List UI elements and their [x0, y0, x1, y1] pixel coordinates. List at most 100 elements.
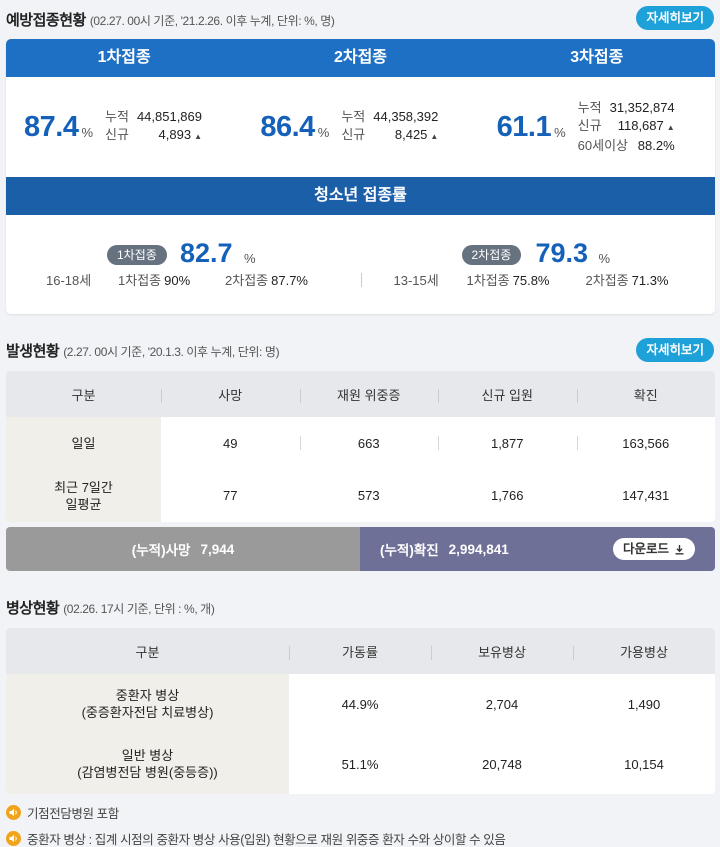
dose2-card: 86.4 % 누적 44,358,392 신규 8,425 ▲ [242, 77, 478, 177]
dose1-stats: 누적 44,851,869 신규 4,893 ▲ [105, 108, 202, 146]
teen2-rate-unit: % [598, 251, 611, 266]
teen-divider [361, 273, 362, 287]
teen2-stat1-label: 1차접종 [466, 273, 510, 288]
daily-critical: 663 [299, 417, 439, 469]
general-utilization: 51.1% [341, 756, 379, 772]
cumulative-confirmed: (누적)확진 2,994,841 다운로드 [360, 527, 715, 571]
note-1: 기점전담병원 포함 [6, 803, 119, 822]
teen1-stat1-value: 90% [164, 273, 191, 288]
row-label-line1: 일반 병상 [121, 748, 174, 763]
outbreak-section-header: 발생현황 (2.27. 00시 기준, '20.1.3. 이후 누계, 단위: … [6, 340, 280, 361]
increase-triangle-icon: ▲ [194, 132, 203, 141]
cumulative-deaths-label: (누적)사망 [131, 543, 191, 558]
dose2-stats: 누적 44,358,392 신규 8,425 ▲ [341, 108, 438, 146]
speaker-icon [6, 831, 21, 846]
teen2-stat1-value: 75.8% [512, 273, 550, 288]
col-header-category: 구분 [6, 371, 161, 417]
dose3-new-value: 118,687 [617, 118, 664, 133]
table-row: 일일 49 663 1,877 163,566 [6, 417, 715, 469]
teen1-age: 16-18세 [46, 273, 92, 288]
dose2-cum-value: 44,358,392 [373, 109, 439, 124]
daily-new-admission: 1,877 [438, 417, 577, 469]
download-button[interactable]: 다운로드 [612, 538, 695, 560]
col-header-confirmed: 확진 [576, 371, 715, 417]
dose1-rate: 87.4 [24, 110, 79, 143]
dose3-60plus-value: 88.2% [637, 138, 675, 153]
dose2-rate-unit: % [317, 124, 330, 140]
increase-triangle-icon: ▲ [430, 132, 439, 141]
outbreak-subtitle: (2.27. 00시 기준, '20.1.3. 이후 누계, 단위: 명) [63, 345, 280, 359]
dose3-stats: 누적 31,352,874 신규 118,687 ▲ 60세이상 88.2% [578, 99, 675, 155]
dose1-new-label: 신규 [105, 127, 129, 142]
teen2-badge: 2차접종 [461, 245, 522, 265]
row-label-line2: 일평균 [65, 496, 102, 512]
download-icon [675, 544, 684, 554]
cumulative-confirmed-value: 2,994,841 [448, 541, 509, 557]
beds-subtitle: (02.26. 17시 기준, 단위 : %, 개) [63, 602, 215, 616]
weekly-new-admission: 1,766 [490, 488, 524, 503]
outbreak-header-row: 구분 사망 재원 위중증 신규 입원 확진 [6, 371, 715, 417]
weekly-critical: 573 [357, 488, 380, 503]
outbreak-more-button[interactable]: 자세히보기 [636, 338, 714, 362]
vaccination-title: 예방접종현황 [6, 12, 86, 29]
row-label-daily: 일일 [6, 417, 161, 469]
dose3-card: 61.1 % 누적 31,352,874 신규 118,687 ▲ 60세이상 88.2… [479, 77, 715, 177]
cumulative-deaths-value: 7,944 [200, 541, 235, 557]
dose1-cum-value: 44,851,869 [136, 109, 203, 124]
teen1-rate: 82.7 [180, 238, 233, 268]
teen1-badge: 1차접종 [107, 245, 167, 265]
dose3-new-label: 신규 [577, 118, 602, 133]
dose2-new-value: 8,425 [394, 127, 428, 142]
dose3-cum-value: 31,352,874 [609, 100, 675, 115]
teen-group-13-15: 13-15세 2차접종 79.3 % 1차접종 75.8% 2차접종 71.3% [361, 215, 716, 314]
row-label-general-beds: 일반 병상 (감염병전담 병원(중등증)) [6, 734, 289, 794]
teen2-stat2-label: 2차접종 [585, 273, 629, 288]
teen1-stat1: 1차접종 90% [118, 270, 190, 289]
beds-title: 병상현황 [6, 600, 60, 617]
teen2-rate: 79.3 [535, 238, 589, 268]
row-label-icu-beds: 중환자 병상 (중증환자전담 치료병상) [6, 674, 289, 734]
table-row: 중환자 병상 (중증환자전담 치료병상) 44.9% 2,704 1,490 [6, 674, 715, 734]
dose1-cum-label: 누적 [105, 109, 129, 124]
dose2-rate: 86.4 [260, 110, 315, 143]
weekly-confirmed: 147,431 [622, 488, 670, 503]
dose2-new-label: 신규 [341, 127, 366, 142]
teen1-stat1-label: 1차접종 [118, 273, 162, 288]
dose2-header: 2차접종 [333, 49, 388, 66]
row-label-line1: 최근 7일간 [54, 479, 113, 495]
teen2-stat2-value: 71.3% [631, 273, 669, 288]
weekly-deaths: 77 [223, 488, 238, 503]
dose2-cum-label: 누적 [341, 109, 366, 124]
col-header-critical: 재원 위중증 [299, 371, 438, 417]
row-label-line2: (중증환자전담 치료병상) [81, 705, 214, 720]
vaccination-more-button[interactable]: 자세히보기 [636, 6, 714, 30]
vaccination-section-header: 예방접종현황 (02.27. 00시 기준, '21.2.26. 이후 누계, … [6, 9, 335, 30]
col-header-utilization: 가동률 [289, 628, 431, 674]
icu-available: 1,490 [627, 696, 661, 712]
teen2-stat2: 2차접종 71.3% [586, 270, 669, 289]
table-row: 최근 7일간 일평균 77 573 1,766 147,431 [6, 469, 715, 522]
dose-body: 87.4 % 누적 44,851,869 신규 4,893 ▲ 86.4 % 누적 44… [6, 77, 715, 177]
col-header-deaths: 사망 [161, 371, 300, 417]
vaccination-panel: 1차접종 2차접종 3차접종 87.4 % 누적 44,851,869 신규 4,8… [6, 39, 715, 314]
cumulative-summary-bar: (누적)사망 7,944 (누적)확진 2,994,841 다운로드 [6, 527, 715, 571]
icu-total: 2,704 [485, 696, 519, 712]
teen-body: 16-18세 1차접종 82.7 % 1차접종 90% 2차접종 87.7% 13-… [6, 215, 715, 314]
beds-section-header: 병상현황 (02.26. 17시 기준, 단위 : %, 개) [6, 597, 215, 618]
general-available: 10,154 [624, 756, 664, 772]
col-header-total-beds: 보유병상 [431, 628, 573, 674]
dose3-60plus-label: 60세이상 [577, 138, 629, 153]
col-header-category: 구분 [6, 628, 289, 674]
beds-table: 구분 가동률 보유병상 가용병상 중환자 병상 (중증환자전담 치료병상) 44… [6, 628, 715, 794]
dose1-new-value: 4,893 [158, 127, 192, 142]
dose-header-bar: 1차접종 2차접종 3차접종 [6, 39, 715, 77]
dose3-cum-label: 누적 [577, 100, 602, 115]
beds-header-row: 구분 가동률 보유병상 가용병상 [6, 628, 715, 674]
note-1-text: 기점전담병원 포함 [27, 807, 119, 821]
download-label: 다운로드 [622, 542, 669, 556]
teen2-age: 13-15세 [393, 273, 439, 288]
vaccination-subtitle: (02.27. 00시 기준, '21.2.26. 이후 누계, 단위: %, … [89, 14, 335, 28]
teen-group-16-18: 16-18세 1차접종 82.7 % 1차접종 90% 2차접종 87.7% [6, 215, 361, 314]
row-label-line1: 중환자 병상 [115, 688, 180, 703]
dose1-header: 1차접종 [97, 49, 151, 66]
